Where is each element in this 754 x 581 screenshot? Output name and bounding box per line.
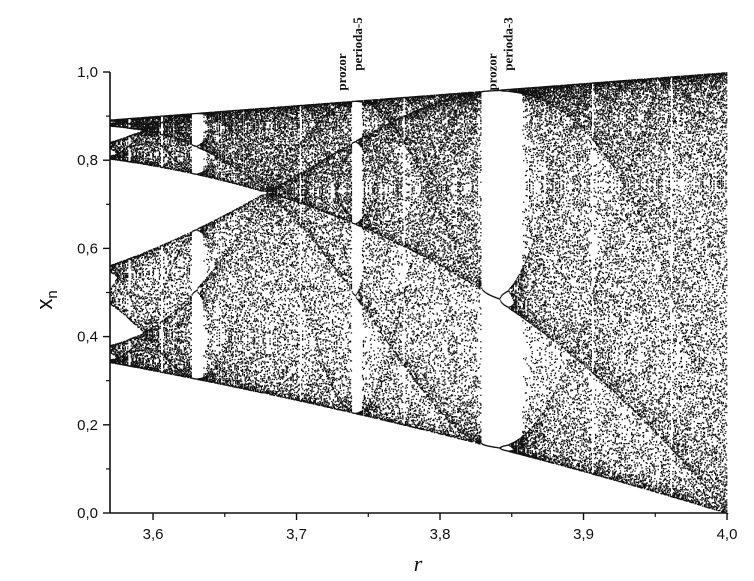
ticks: 3,6 3,7 3,8 3,9 4,0 0,0 0,2 0,4 0,6 0,8 1,0 bbox=[77, 64, 737, 543]
x-tick-label: 3,9 bbox=[573, 526, 594, 543]
bifurcation-points bbox=[110, 72, 729, 515]
y-tick-label: 0,4 bbox=[77, 329, 98, 346]
y-axis-title-main: x bbox=[32, 299, 57, 310]
annotation-line2: perioda-5 bbox=[350, 17, 365, 71]
annotation-line1: prozor bbox=[485, 53, 500, 91]
x-tick-label: 3,8 bbox=[430, 526, 451, 543]
x-tick-label: 3,6 bbox=[143, 526, 164, 543]
y-tick-label: 1,0 bbox=[77, 64, 98, 81]
y-tick-label: 0,6 bbox=[77, 240, 98, 257]
y-tick-label: 0,2 bbox=[77, 417, 98, 434]
x-axis-title: r bbox=[414, 551, 423, 576]
x-tick-label: 3,7 bbox=[286, 526, 307, 543]
y-tick-label: 0,0 bbox=[77, 505, 98, 522]
x-tick-label: 4,0 bbox=[717, 526, 738, 543]
annotation-line2: perioda-3 bbox=[501, 17, 516, 71]
y-axis-title-subscript: n bbox=[44, 290, 61, 298]
y-axis-title: xn bbox=[32, 290, 61, 309]
y-tick-label: 0,8 bbox=[77, 152, 98, 169]
axis-titles: r xn bbox=[32, 290, 423, 576]
data-points bbox=[110, 72, 729, 515]
annotation-line1: prozor bbox=[334, 53, 349, 91]
